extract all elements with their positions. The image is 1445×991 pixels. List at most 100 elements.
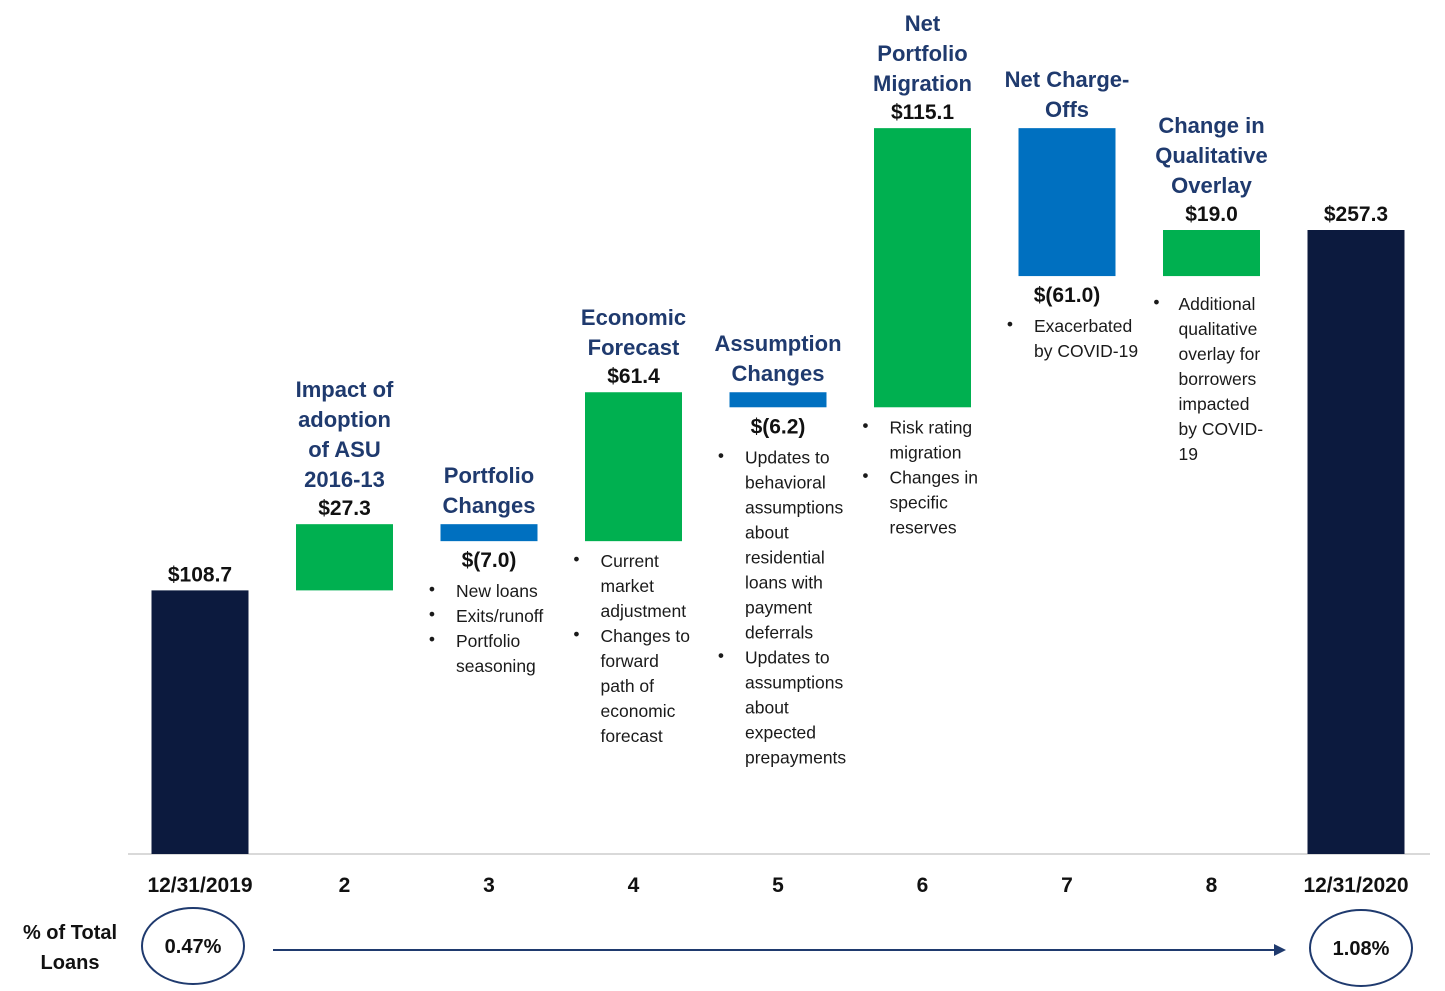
step-4-category-label: 4 (628, 874, 640, 897)
step-8-title-line-2: Qualitative (1155, 143, 1267, 168)
step-5-bullet-1-line-4: about (745, 522, 789, 542)
step-7-title-line-2: Offs (1045, 97, 1089, 122)
step-2-title-line-1: Impact of (296, 377, 394, 402)
step-4-bullet-1-line-1: Current (601, 551, 659, 571)
step-6-bullet-1-line-2: migration (890, 442, 962, 462)
step-3-title-line-2: Changes (443, 493, 536, 518)
step-8-title-line-3: Overlay (1171, 173, 1252, 198)
step-2-title-line-4: 2016-13 (304, 467, 385, 492)
step-2-bar (296, 524, 393, 591)
step-2-value-label: $27.3 (318, 497, 371, 520)
step-4-value-label: $61.4 (607, 365, 660, 388)
start-pct-value: 0.47% (165, 936, 222, 958)
step-1-category-label: 12/31/2019 (147, 874, 252, 897)
step-6-bullet-2-line-2: specific (890, 492, 949, 512)
end-pct-value: 1.08% (1333, 938, 1390, 960)
step-9-category-label: 12/31/2020 (1303, 874, 1408, 897)
step-8-bullet-1-line-3: overlay for (1179, 344, 1261, 364)
step-6-bullet-dot-2: • (862, 465, 868, 485)
step-8-category-label: 8 (1206, 874, 1218, 897)
step-5-bullet-2-line-1: Updates to (745, 647, 830, 667)
step-3-bullet-1-line-1: New loans (456, 581, 538, 601)
step-5-title-line-1: Assumption (714, 331, 841, 356)
step-5-bullet-2-line-2: assumptions (745, 672, 843, 692)
step-3-bullet-3-line-2: seasoning (456, 656, 536, 676)
step-4-bullet-1-line-3: adjustment (601, 601, 687, 621)
step-5-bullet-2-line-3: about (745, 697, 789, 717)
step-6-title-line-3: Migration (873, 71, 972, 96)
step-2-title-line-3: of ASU (308, 437, 381, 462)
step-7-bar (1018, 128, 1116, 277)
step-5-bullet-1-line-6: loans with (745, 572, 823, 592)
step-3-bar (440, 524, 538, 542)
step-5-bullet-dot-1: • (718, 445, 724, 465)
step-5-bullet-1-line-3: assumptions (745, 497, 843, 517)
step-3-bullet-dot-1: • (429, 579, 435, 599)
step-7-title-line-1: Net Charge- (1005, 67, 1130, 92)
step-6-bullet-dot-1: • (862, 415, 868, 435)
step-9-bar (1307, 230, 1405, 854)
step-4-bullet-dot-2: • (573, 624, 579, 644)
step-5-bullet-2-line-4: expected (745, 722, 816, 742)
step-4-title-line-2: Forecast (588, 335, 680, 360)
step-8-bullet-1-line-2: qualitative (1179, 319, 1258, 339)
trend-arrow-head (1274, 944, 1286, 956)
step-8-bullet-1-line-5: impacted (1179, 394, 1250, 414)
footer-label-line-2: Loans (41, 952, 100, 974)
step-4-bar (585, 392, 682, 542)
step-4-bullet-2-line-2: forward (601, 651, 659, 671)
step-3-bullet-dot-3: • (429, 629, 435, 649)
step-8-bullet-1-line-4: borrowers (1179, 369, 1257, 389)
step-4-bullet-2-line-3: path of (601, 676, 655, 696)
step-3-bullet-3-line-1: Portfolio (456, 631, 520, 651)
step-4-bullet-2-line-5: forecast (601, 726, 663, 746)
step-6-value-label: $115.1 (891, 101, 954, 124)
step-4-title-line-1: Economic (581, 305, 686, 330)
step-7-bullet-1-line-1: Exacerbated (1034, 316, 1132, 336)
step-5-bullet-1-line-8: deferrals (745, 622, 813, 642)
step-7-bullet-1-line-2: by COVID-19 (1034, 341, 1138, 361)
footer-label-line-1: % of Total (23, 922, 117, 944)
step-8-bullet-1-line-7: 19 (1179, 444, 1198, 464)
step-1-value-label: $108.7 (168, 563, 232, 586)
step-2-title-line-2: adoption (298, 407, 391, 432)
step-8-bullet-1-line-1: Additional (1179, 294, 1256, 314)
step-3-category-label: 3 (483, 874, 495, 897)
step-5-bullet-2-line-5: prepayments (745, 747, 846, 767)
step-8-bullet-1-line-6: by COVID- (1179, 419, 1264, 439)
step-5-bullet-1-line-5: residential (745, 547, 825, 567)
step-3-bullet-2-line-1: Exits/runoff (456, 606, 543, 626)
step-5-bullet-1-line-2: behavioral (745, 472, 826, 492)
step-4-bullet-dot-1: • (573, 549, 579, 569)
step-6-category-label: 6 (917, 874, 929, 897)
step-5-value-label: $(6.2) (751, 415, 806, 438)
step-2-category-label: 2 (339, 874, 351, 897)
step-6-bullet-1-line-1: Risk rating (890, 417, 973, 437)
step-8-title-line-1: Change in (1158, 113, 1264, 138)
step-4-bullet-2-line-1: Changes to (601, 626, 691, 646)
step-7-bullet-dot-1: • (1007, 314, 1013, 334)
step-3-title-line-1: Portfolio (444, 463, 534, 488)
step-3-bullet-dot-2: • (429, 604, 435, 624)
step-4-bullet-2-line-4: economic (601, 701, 676, 721)
step-5-bar (729, 392, 827, 408)
step-8-bar (1163, 230, 1260, 277)
step-9-value-label: $257.3 (1324, 203, 1388, 226)
step-1-bar (151, 590, 249, 854)
step-6-title-line-1: Net (905, 11, 941, 36)
step-5-title-line-2: Changes (732, 361, 825, 386)
start-pct-ellipse (141, 907, 245, 985)
step-6-bullet-2-line-3: reserves (890, 517, 957, 537)
step-8-bullet-dot-1: • (1153, 292, 1159, 312)
step-5-bullet-dot-2: • (718, 645, 724, 665)
step-5-bullet-1-line-7: payment (745, 597, 812, 617)
step-6-title-line-2: Portfolio (877, 41, 967, 66)
step-5-category-label: 5 (772, 874, 784, 897)
step-8-value-label: $19.0 (1185, 203, 1238, 226)
step-7-value-label: $(61.0) (1034, 284, 1101, 307)
step-5-bullet-1-line-1: Updates to (745, 447, 830, 467)
step-6-bar (874, 128, 971, 408)
step-3-value-label: $(7.0) (462, 549, 517, 572)
step-7-category-label: 7 (1061, 874, 1073, 897)
